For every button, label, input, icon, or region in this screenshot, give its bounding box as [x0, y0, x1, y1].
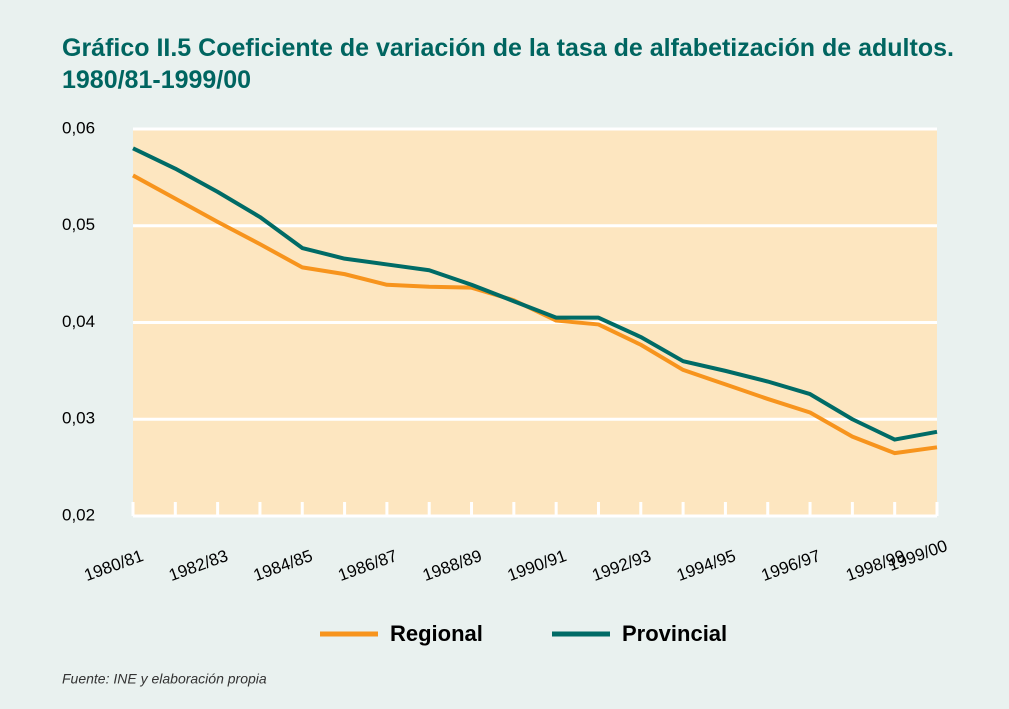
x-tick-label: 1996/97: [759, 546, 823, 585]
line-series: [132, 146, 938, 442]
x-tick-label: 1986/87: [336, 546, 400, 585]
y-tick-label: 0,03: [62, 409, 95, 428]
y-tick-label: 0,06: [62, 118, 95, 137]
x-tick-label: 1982/83: [166, 546, 230, 585]
legend-label: Regional: [390, 621, 483, 646]
chart-title: Gráfico II.5 Coeficiente de variación de…: [62, 34, 954, 94]
x-tick-label: 1988/89: [420, 546, 484, 585]
x-tick-label: 1984/85: [251, 546, 315, 585]
x-tick-label: 1992/93: [589, 546, 653, 585]
y-tick-label: 0,04: [62, 312, 95, 331]
source: Fuente: INE y elaboración propia: [62, 671, 267, 687]
y-tick-label: 0,05: [62, 215, 95, 234]
legend-label: Provincial: [622, 621, 727, 646]
x-tick-label: 1980/81: [82, 546, 146, 585]
x-tick-label: 1999/00: [886, 536, 950, 575]
x-tick-label: 1994/95: [674, 546, 738, 585]
y-tick-label: 0,02: [62, 505, 95, 524]
x-tick-label: 1990/91: [505, 546, 569, 585]
